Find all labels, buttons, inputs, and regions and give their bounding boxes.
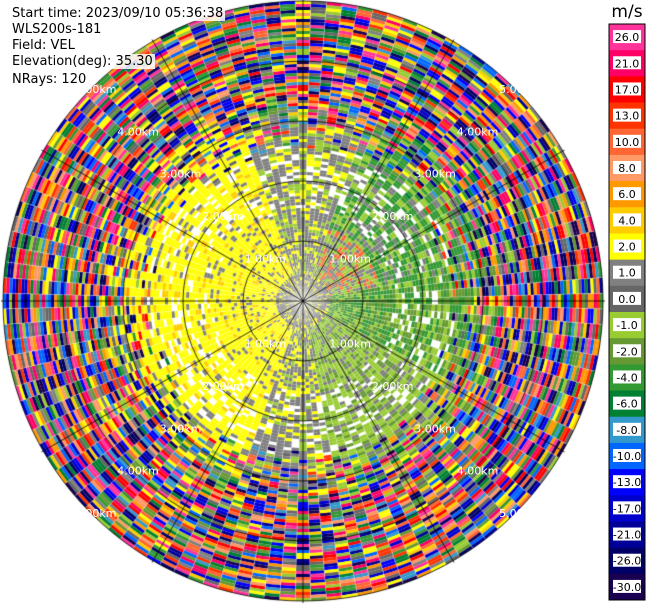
colorbar-tick-label: 0.0: [618, 293, 636, 306]
colorbar-tick-label: 4.0: [618, 214, 636, 227]
range-ring-label: 2.00km: [372, 380, 414, 393]
colorbar-tick-bg: [613, 265, 641, 279]
colorbar-tick-bg: [613, 475, 641, 489]
colorbar-unit-label: m/s: [611, 2, 642, 22]
range-ring-label: 3.00km: [414, 168, 456, 181]
colorbar-tick-bg: [613, 213, 641, 227]
ppi-velocity-plot: [0, 0, 607, 607]
colorbar-tick-label: -17.0: [613, 502, 641, 515]
range-ring-label: 5.00km: [499, 507, 541, 520]
colorbar-tick-label: -8.0: [616, 424, 637, 437]
range-ring-label: 1.00km: [245, 253, 287, 266]
range-ring-label: 2.00km: [372, 210, 414, 223]
colorbar-frame: [608, 23, 646, 601]
colorbar-tick-label: -21.0: [613, 529, 641, 542]
colorbar-tick-bg: [613, 108, 641, 122]
nrays-label: NRays: 120: [10, 72, 89, 87]
colorbar-tick-label: -4.0: [616, 371, 637, 384]
colorbar-tick-label: 17.0: [615, 83, 640, 96]
range-ring-label: 5.00km: [499, 83, 541, 96]
elevation-label: Elevation(deg): 35.30: [10, 54, 155, 69]
range-ring-label: 4.00km: [457, 465, 499, 478]
colorbar-tick-label: 13.0: [615, 110, 640, 123]
colorbar-tick-label: 6.0: [618, 188, 636, 201]
range-ring-label: 3.00km: [160, 168, 202, 181]
instrument-label: WLS200s-181: [10, 22, 104, 37]
colorbar-tick-bg: [613, 527, 641, 541]
range-ring-label: 1.00km: [329, 337, 371, 350]
colorbar-tick-bg: [613, 291, 641, 305]
colorbar-tick-bg: [613, 134, 641, 148]
colorbar-tick-bg: [613, 449, 641, 462]
colorbar-tick-bg: [613, 239, 641, 253]
field-label: Field: VEL: [10, 38, 77, 53]
range-ring-label: 4.00km: [117, 465, 159, 478]
colorbar-tick-label: -6.0: [616, 398, 637, 411]
colorbar-tick-bg: [613, 422, 641, 436]
colorbar-tick-label: -10.0: [613, 450, 641, 463]
colorbar-tick-label: 21.0: [615, 57, 640, 70]
colorbar-tick-label: -1.0: [616, 319, 637, 332]
range-ring-label: 1.00km: [245, 337, 287, 350]
range-ring-label: 3.00km: [160, 422, 202, 435]
colorbar-tick-bg: [613, 501, 641, 515]
colorbar-tick-label: 1.0: [618, 267, 636, 280]
start-time-label: Start time: 2023/09/10 05:36:38: [10, 6, 226, 21]
colorbar-tick-bg: [613, 344, 641, 358]
colorbar-tick-bg: [613, 30, 641, 44]
range-ring-label: 5.00km: [75, 507, 117, 520]
colorbar-tick-bg: [613, 161, 641, 174]
range-ring-label: 2.00km: [202, 210, 244, 223]
range-ring-label: 4.00km: [117, 125, 159, 138]
colorbar-tick-bg: [613, 579, 641, 593]
colorbar-tick-label: -2.0: [616, 345, 637, 358]
colorbar-tick-label: 8.0: [618, 162, 636, 175]
colorbar-tick-label: 26.0: [615, 31, 640, 44]
colorbar-tick-bg: [613, 318, 641, 332]
range-ring-label: 5.00km: [75, 83, 117, 96]
colorbar-tick-bg: [613, 370, 641, 384]
range-ring-label: 2.00km: [202, 380, 244, 393]
range-ring-labels: 1.00km 1.00km 1.00km 1.00km 2.00km 2.00km 2.00…: [0, 0, 607, 607]
colorbar-tick-bg: [613, 187, 641, 201]
colorbar-tick-bg: [613, 396, 641, 410]
range-ring-label: 3.00km: [414, 422, 456, 435]
colorbar-tick-bg: [613, 82, 641, 96]
colorbar-tick-label: 10.0: [615, 136, 640, 149]
colorbar: m/s 26.0 21.0 17.0 13.0 10.0 8.0 6.0 4.0 2.0 1.0 0.…: [608, 2, 646, 601]
range-ring-label: 1.00km: [329, 253, 371, 266]
colorbar-tick-label: -26.0: [613, 555, 641, 568]
colorbar-tick-bg: [613, 553, 641, 567]
colorbar-tick-label: -30.0: [613, 581, 641, 594]
range-ring-label: 4.00km: [457, 125, 499, 138]
colorbar-tick-bg: [613, 56, 641, 70]
colorbar-tick-label: 2.0: [618, 241, 636, 254]
colorbar-tick-label: -13.0: [613, 476, 641, 489]
